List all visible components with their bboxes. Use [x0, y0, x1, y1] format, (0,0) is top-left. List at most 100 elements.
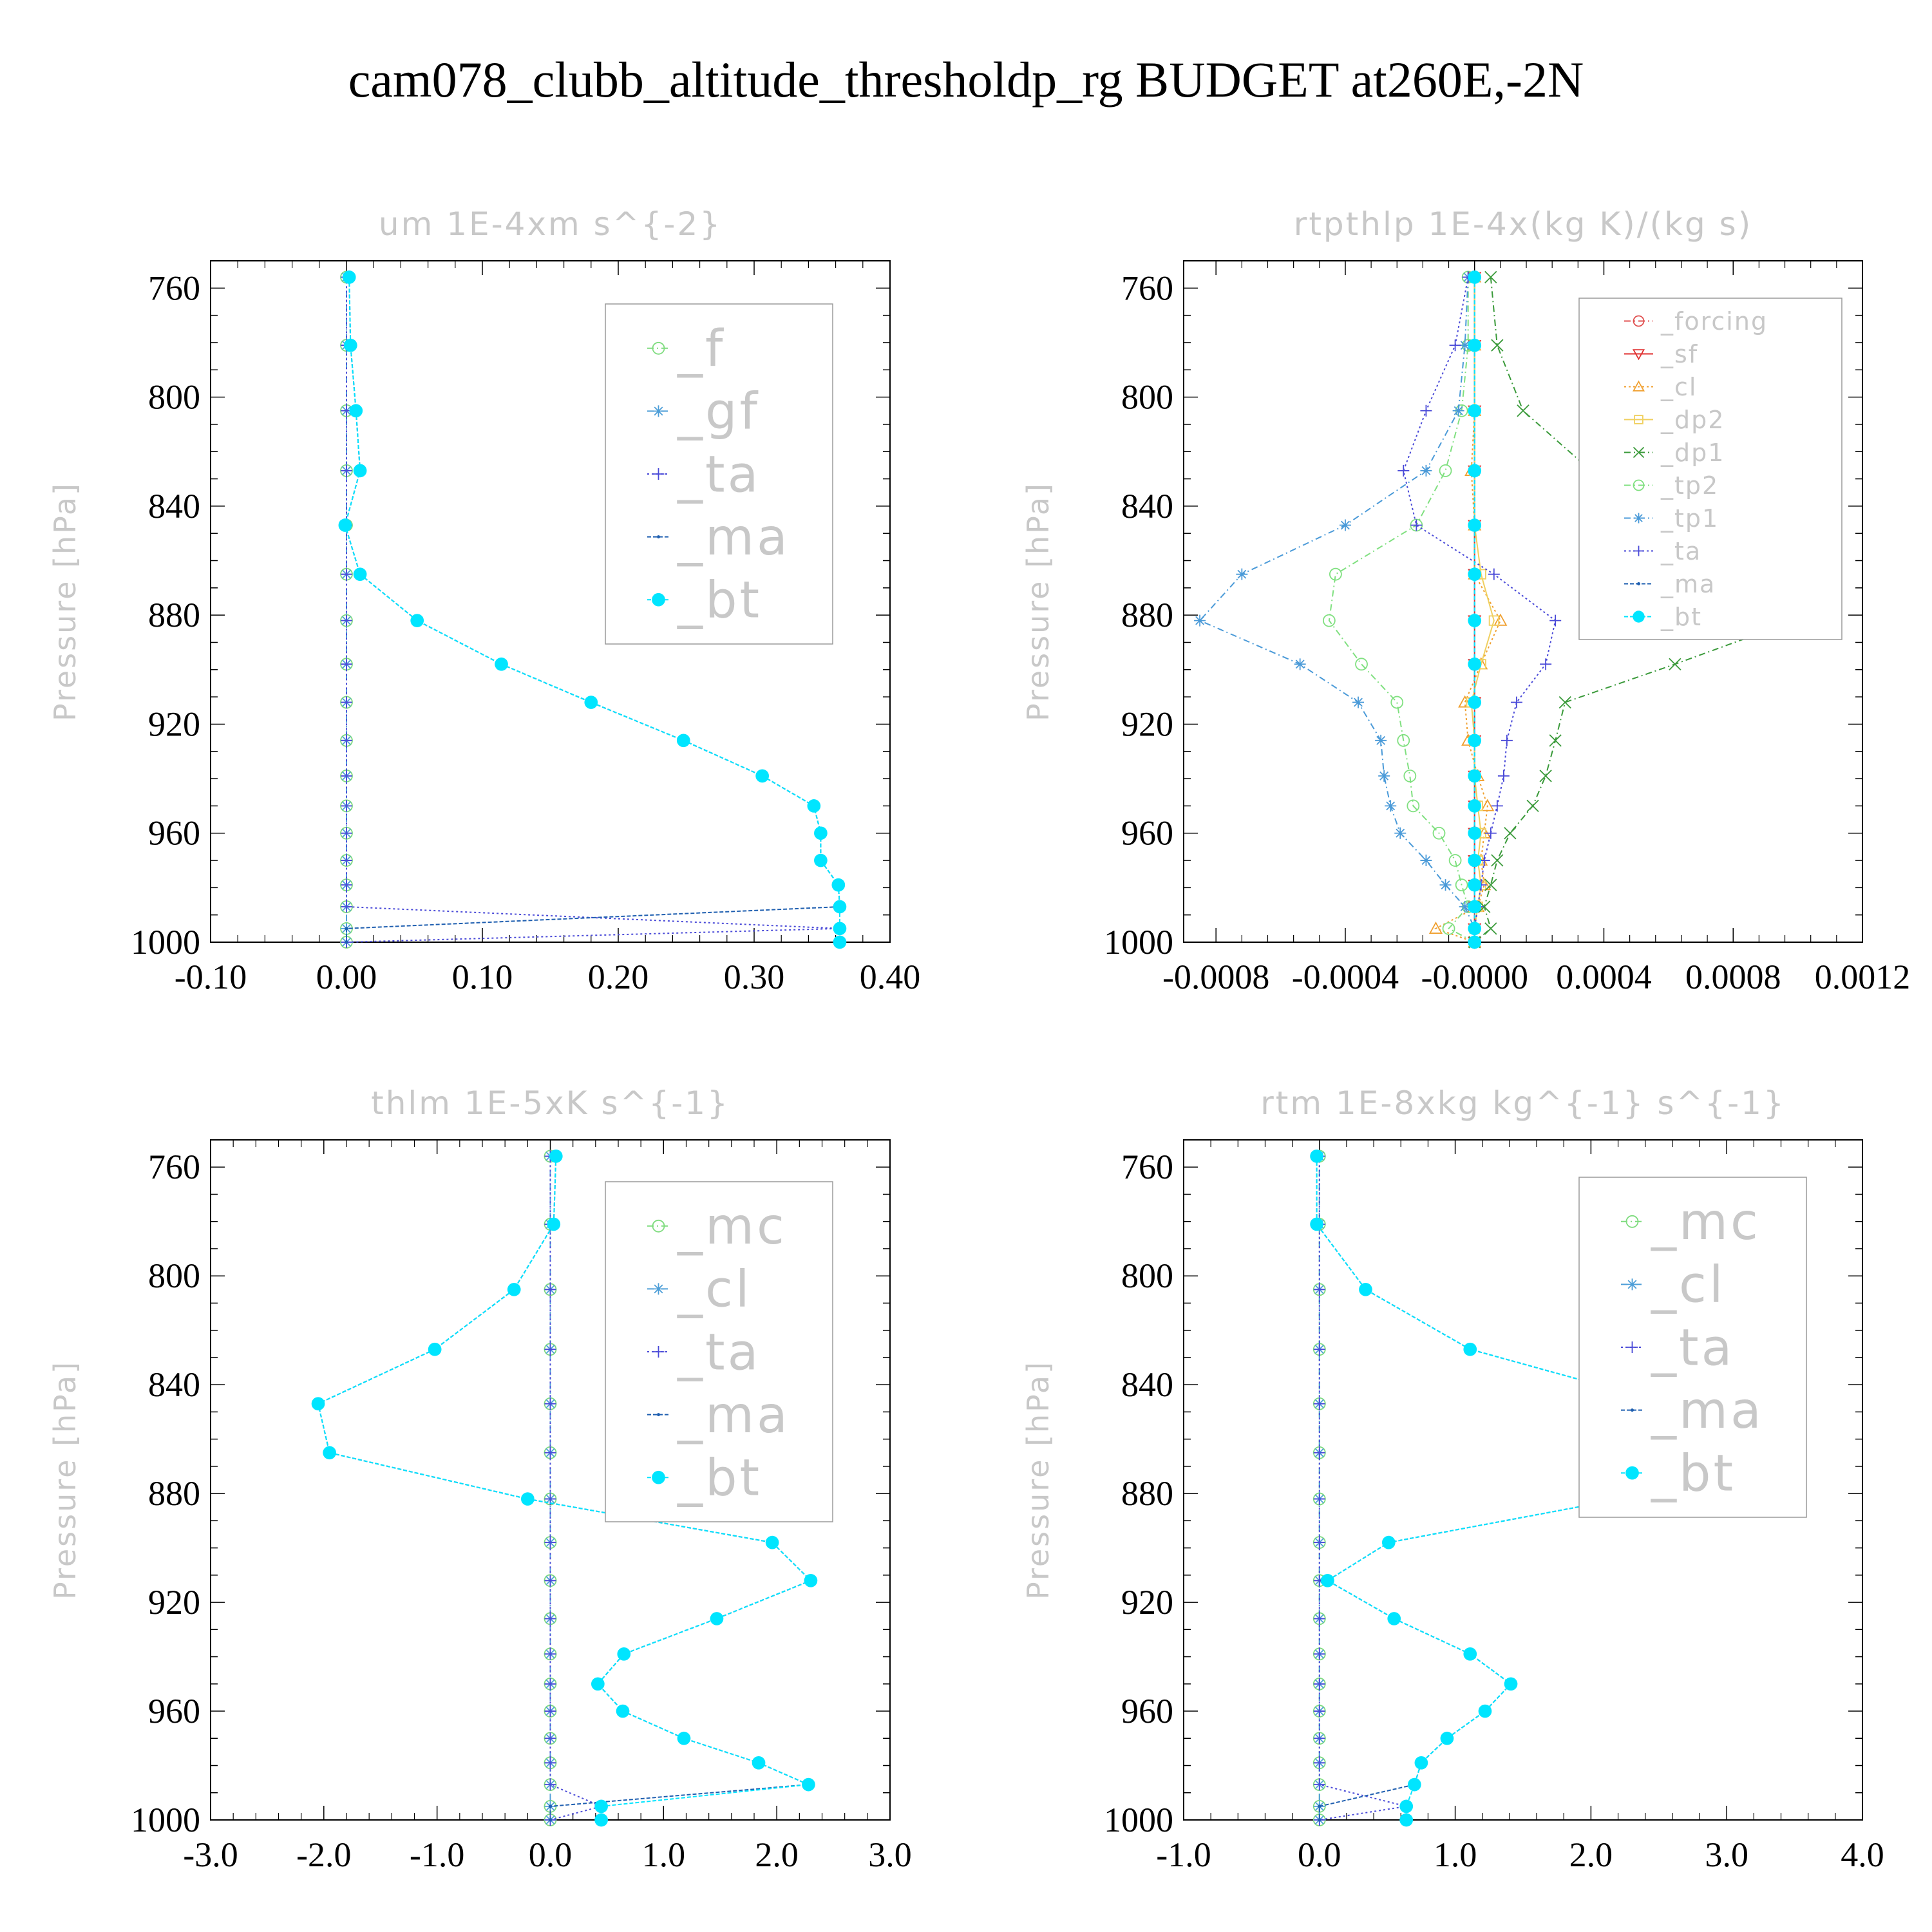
panel-bottom-right-series-point-shape — [1414, 1756, 1428, 1770]
panel-top-right-series-point-shape — [1468, 935, 1482, 949]
panel-top-left-series-point — [353, 464, 367, 478]
panel-bottom-right-series-point-shape — [1313, 1678, 1325, 1690]
panel-bottom-left: 760 800 840 880 920 960 1000-3.0 -2.0 -1.0 0.0 1.0… — [48, 1084, 912, 1874]
panel-bottom-left-series-point — [544, 1537, 556, 1549]
panel-top-right-series-point-shape — [1194, 614, 1206, 627]
panel-top-right-series-point-shape — [1484, 922, 1497, 935]
panel-top-right-series-point-shape — [1420, 855, 1432, 867]
panel-bottom-right-series-point-shape — [1313, 1732, 1325, 1745]
panel-top-right-series-point-shape — [1355, 658, 1368, 671]
panel-top-left-legend-swatch-marker — [652, 341, 665, 355]
panel-top-left-series-point-shape — [833, 900, 847, 914]
panel-bottom-right-legend-swatch-marker — [1625, 1466, 1639, 1480]
panel-top-left-xtick-label: 0.30 — [724, 958, 785, 996]
panel-bottom-left-series-point-shape — [547, 1217, 561, 1231]
panel-top-right-series-point — [1478, 900, 1491, 913]
panel-top-left-title: um 1E-4xm s^{-2} — [379, 205, 722, 243]
panel-top-left-series-point — [584, 696, 598, 709]
panel-bottom-right-series-point-shape — [1463, 1647, 1477, 1661]
panel-bottom-left-series-point — [544, 1613, 556, 1625]
panel-top-right-series-point-shape — [1468, 878, 1482, 892]
panel-top-right-xtick-label: 0.0008 — [1685, 958, 1781, 996]
panel-bottom-right-series-point-shape — [1313, 1343, 1325, 1356]
panel-bottom-left-series-point-shape — [544, 1757, 556, 1769]
panel-bottom-right-series-point-shape — [1463, 1342, 1477, 1356]
panel-top-right-series-point — [1491, 339, 1504, 352]
panel-bottom-right-ylabel: Pressure [hPa] — [1021, 1360, 1056, 1600]
panel-top-left-series-point — [814, 826, 828, 840]
panel-top-right-legend-swatch-marker — [1633, 479, 1645, 491]
panel-top-left-series-point-shape — [833, 922, 847, 936]
panel-top-right-legend-swatch-marker-shape — [1633, 446, 1645, 459]
panel-bottom-right-series-point-shape — [1313, 1757, 1325, 1769]
panel-bottom-left-series-point — [544, 1779, 556, 1791]
panel-top-right-series-point — [1459, 900, 1471, 913]
panel-bottom-right-series-point-shape — [1408, 1777, 1421, 1792]
panel-bottom-left-xtick-label: 2.0 — [755, 1835, 799, 1874]
panel-bottom-right-series-point — [1504, 1677, 1518, 1691]
panel-top-left-legend-label: _bt — [677, 572, 762, 630]
panel-top-right-series-point-shape — [1468, 657, 1482, 671]
panel-top-right-series-point — [1397, 464, 1410, 477]
panel-top-right-series-point-shape — [1339, 519, 1351, 531]
panel-top-right-legend-swatch-marker-shape — [1633, 479, 1645, 491]
panel-bottom-right-series-point-shape — [1313, 1446, 1325, 1459]
panel-top-left-ytick-label: 1000 — [131, 923, 200, 961]
panel-bottom-right-ytick-label: 800 — [1121, 1256, 1173, 1295]
panel-top-right-ytick-label: 800 — [1121, 378, 1173, 417]
panel-top-right-series-point — [1420, 464, 1432, 477]
panel-bottom-right-series-point-shape — [1313, 1283, 1325, 1296]
panel-top-left-series-point-shape — [341, 658, 352, 670]
panel-bottom-left-series-point-shape — [594, 1799, 608, 1814]
panel-top-right-legend-swatch-marker — [1633, 315, 1645, 327]
panel-bottom-right-ytick-label: 1000 — [1104, 1801, 1173, 1839]
panel-top-right-legend-swatch-marker-shape — [1633, 315, 1645, 327]
panel-top-right-series-point — [1501, 734, 1513, 746]
panel-bottom-right-legend-swatch-marker — [1626, 1341, 1638, 1353]
panel-top-right-series-point-shape — [1455, 878, 1468, 892]
panel-top-right-series-point-shape — [1549, 734, 1562, 747]
panel-top-left-legend-swatch-marker-shape — [652, 592, 665, 607]
panel-bottom-left-series-point-shape — [544, 1779, 556, 1791]
panel-top-right-legend-swatch-marker — [1637, 582, 1640, 585]
panel-top-left-series-point — [341, 464, 352, 477]
panel-top-right-series-point-shape — [1375, 734, 1387, 746]
panel-top-left-ytick-label: 960 — [148, 814, 200, 853]
panel-top-right-series-point — [1410, 519, 1423, 531]
panel-bottom-left-series-line — [317, 1156, 812, 1820]
panel-top-right-series-point — [1394, 827, 1406, 839]
panel-bottom-right-series-point — [1399, 1799, 1414, 1814]
panel-top-right-series-point-shape — [1493, 613, 1508, 626]
panel-top-left-series-point-shape — [341, 879, 352, 891]
panel-top-left-xtick-label: 0.20 — [588, 958, 649, 996]
panel-top-right-series-point-shape — [1410, 519, 1423, 531]
panel-top-left-series-point-shape — [814, 826, 828, 840]
panel-bottom-left-series-point — [549, 1804, 552, 1808]
panel-top-right-series-point-shape — [1439, 879, 1452, 891]
panel-bottom-right-legend-label: _mc — [1651, 1193, 1761, 1251]
panel-top-right-legend-label: _bt — [1660, 603, 1702, 631]
panel-top-right-series-point — [1488, 568, 1500, 580]
panel-bottom-right-series-point-shape — [1321, 1573, 1334, 1587]
panel-bottom-left-legend-label: _ta — [677, 1323, 761, 1381]
panel-bottom-left-series-point-shape — [549, 1149, 563, 1163]
panel-bottom-left-series-point-shape — [617, 1647, 631, 1661]
panel-bottom-right-legend: _mc_cl_ta_ma_bt — [1578, 1177, 1807, 1518]
panel-top-right-plot-frame — [1183, 260, 1863, 943]
panel-top-right-series-point-shape — [1488, 568, 1500, 580]
panel-bottom-right-ytick-label: 880 — [1121, 1474, 1173, 1513]
panel-bottom-right-series-point-shape — [1387, 1612, 1401, 1625]
panel-bottom-left-series-point-shape — [804, 1573, 818, 1587]
panel-top-left-legend-label: _ma — [677, 509, 790, 567]
panel-top-left-xtick-label: 0.40 — [860, 958, 921, 996]
panel-bottom-left-series-point-shape — [802, 1777, 815, 1792]
panel-top-left-series-point — [807, 799, 821, 813]
panel-bottom-left-series-point — [544, 1283, 556, 1296]
panel-bottom-left-series-point — [544, 1678, 556, 1690]
panel-top-right-series-point-shape — [1397, 734, 1410, 747]
panel-top-right-ytick-label: 840 — [1121, 487, 1173, 526]
panel-bottom-right-series-point-shape — [1313, 1397, 1325, 1410]
panel-top-right-series-point-shape — [1468, 853, 1482, 867]
panel-bottom-right-legend-swatch-marker — [1625, 1215, 1639, 1228]
panel-top-right-series-point — [1458, 695, 1472, 708]
